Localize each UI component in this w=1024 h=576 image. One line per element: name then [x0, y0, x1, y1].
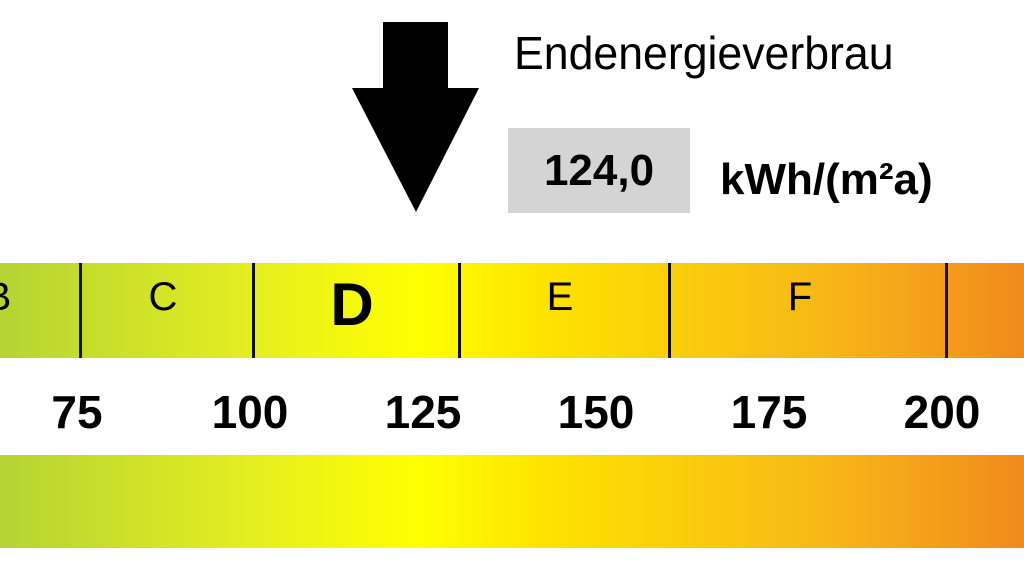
- class-label-b: B: [0, 275, 11, 320]
- value-indicator-arrow-icon: [352, 22, 480, 212]
- tick-label: 175: [730, 386, 808, 438]
- class-label-e: E: [546, 275, 574, 319]
- gradient-scale-bar: [0, 455, 1024, 548]
- tick-label: 200: [903, 386, 981, 438]
- efficiency-class-band: [0, 263, 1024, 358]
- class-label-f: F: [787, 275, 813, 319]
- class-divider: [668, 263, 671, 358]
- class-divider: [945, 263, 948, 358]
- value-readout: 124,0: [508, 128, 690, 213]
- class-label-d: D: [330, 271, 374, 338]
- class-divider: [458, 263, 461, 358]
- tick-label: 150: [557, 386, 635, 438]
- chart-title: Endenergieverbrau: [514, 27, 894, 79]
- tick-label: 100: [211, 386, 289, 438]
- class-divider: [252, 263, 255, 358]
- unit-label: kWh/(m²a): [720, 155, 933, 204]
- tick-label: 125: [384, 386, 462, 438]
- tick-label: 75: [51, 386, 103, 438]
- class-label-c: C: [148, 275, 178, 319]
- class-divider: [79, 263, 82, 358]
